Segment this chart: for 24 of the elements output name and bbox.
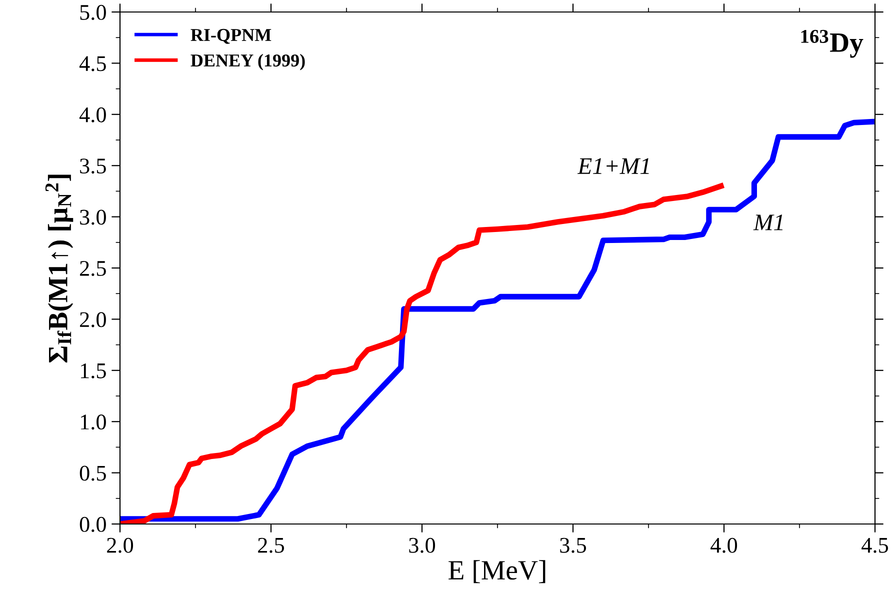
x-tick-label: 2.5 <box>258 538 284 553</box>
annotation: $^{163}$Dy <box>801 30 864 58</box>
annotation: M1 <box>753 214 783 230</box>
x-tick-label: 4.0 <box>710 538 738 553</box>
y-tick-label: 1.5 <box>80 363 106 378</box>
legend-label: DENEY (1999) <box>190 54 305 70</box>
y-axis-title: Σ$_{If}$B(M1↑) [μ$_{N}$$^{2}$] <box>45 174 74 363</box>
y-tick-label: 4.5 <box>79 56 106 72</box>
y-tick-label: 2.0 <box>80 312 106 328</box>
y-tick-label: 3.5 <box>80 158 106 174</box>
y-tick-label: 4.0 <box>79 107 106 122</box>
y-tick-label: 1.0 <box>80 414 106 430</box>
y-tick-label: 3.0 <box>80 210 106 225</box>
y-tick-label: 5.0 <box>80 4 106 20</box>
y-tick-label: 0.5 <box>80 466 106 481</box>
x-tick-label: 4.5 <box>862 538 888 553</box>
legend-label: RI-QPNM <box>190 28 272 44</box>
x-axis-title: E [MeV] <box>448 560 546 584</box>
x-tick-label: 2.0 <box>107 538 134 553</box>
y-tick-label: 0.0 <box>80 516 106 532</box>
y-tick-label: 2.5 <box>80 260 106 276</box>
x-tick-label: 3.0 <box>409 538 436 553</box>
x-tick-label: 3.5 <box>560 538 586 553</box>
annotation: E1+M1 <box>577 158 649 174</box>
